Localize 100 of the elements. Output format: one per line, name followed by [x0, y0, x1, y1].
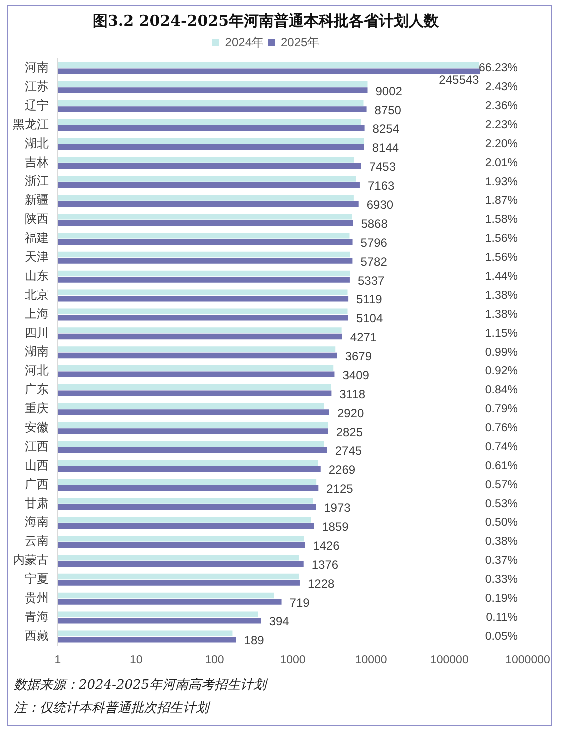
y-tick-label: 云南 [25, 534, 49, 548]
x-tick-label: 10000 [355, 654, 388, 666]
data-label: 2269 [328, 463, 356, 478]
annotation: 0.84% [485, 384, 518, 397]
y-tick-label: 江西 [25, 439, 49, 454]
y-tick-label: 重庆 [25, 402, 49, 416]
y-tick-label: 宁夏 [25, 572, 49, 586]
y-tick-label: 河南 [25, 60, 49, 75]
y-tick-label: 四川 [25, 326, 49, 340]
annotation: 1.44% [485, 271, 518, 284]
data-label: 3409 [342, 368, 370, 382]
annotation: 0.92% [485, 366, 518, 378]
data-label: 1376 [312, 558, 339, 572]
annotation: 0.79% [485, 404, 518, 416]
annotation: 0.50% [485, 517, 518, 530]
data-label: 8750 [374, 103, 402, 118]
annotation: 2.20% [485, 138, 518, 150]
annotation: 0.61% [485, 460, 518, 472]
annotation: 1.87% [485, 195, 518, 208]
source-note: 数据来源：2024-2025年河南高考招生计划 [14, 678, 267, 694]
annotation: 0.99% [485, 346, 518, 359]
annotation: 0.37% [485, 555, 518, 568]
data-label: 5868 [361, 216, 388, 231]
annotation: 0.57% [485, 479, 518, 492]
data-label: 719 [290, 596, 310, 610]
y-tick-label: 广西 [25, 477, 49, 492]
chart-title: 图3.2 2024-2025年河南普通本科批各省计划人数 [92, 12, 440, 30]
y-tick-label: 天津 [25, 250, 49, 264]
data-label: 3679 [345, 350, 372, 364]
y-tick-label: 江苏 [25, 80, 49, 94]
y-tick-label: 内蒙古 [13, 553, 49, 568]
annotation: 0.11% [486, 612, 518, 624]
annotation: 1.38% [485, 308, 518, 321]
annotation: 0.76% [485, 422, 518, 435]
annotation: 0.33% [485, 574, 518, 586]
annotation: 1.38% [485, 290, 518, 302]
y-tick-label: 新疆 [25, 193, 49, 208]
y-tick-label: 陕西 [25, 212, 49, 226]
data-label: 5104 [356, 312, 384, 326]
y-tick-label: 海南 [25, 515, 49, 530]
data-label: 1859 [322, 520, 350, 534]
y-tick-label: 湖北 [25, 136, 49, 150]
data-label: 2825 [336, 425, 364, 440]
data-label: 6930 [366, 198, 394, 212]
y-tick-label: 上海 [25, 306, 49, 321]
x-tick-label: 100000 [430, 654, 469, 666]
data-label: 245543 [439, 72, 480, 87]
annotation: 66.23% [478, 62, 518, 75]
annotation: 1.93% [485, 176, 518, 188]
annotation: 1.56% [485, 233, 518, 246]
data-label: 2745 [335, 444, 362, 458]
annotation: 2.36% [485, 100, 518, 113]
y-tick-label: 吉林 [25, 155, 49, 170]
data-label: 5782 [360, 254, 388, 269]
y-tick-label: 浙江 [25, 174, 49, 188]
annotation: 2.01% [485, 157, 518, 170]
data-label: 5119 [356, 292, 383, 307]
data-label: 1228 [308, 576, 336, 591]
y-tick-label: 河北 [25, 364, 49, 378]
y-tick-label: 山东 [25, 268, 49, 283]
text: 注：仅统计本科普通批次招生计划 [14, 701, 209, 717]
annotation: 0.38% [485, 536, 518, 548]
x-tick-label: 100 [205, 654, 224, 666]
x-tick-label: 1000000 [506, 654, 550, 666]
data-label: 2125 [326, 482, 354, 496]
y-tick-label: 贵州 [25, 590, 49, 605]
data-label: 3118 [340, 387, 366, 402]
y-tick-label: 山西 [25, 458, 49, 472]
annotation: 2.43% [485, 82, 518, 94]
data-label: 394 [269, 614, 290, 629]
y-tick-label: 辽宁 [25, 98, 49, 112]
data-label: 5337 [358, 274, 385, 288]
legend-label: 2025年 [281, 35, 320, 50]
y-tick-label: 青海 [25, 610, 49, 624]
data-label: 7163 [368, 179, 396, 194]
data-label: 189 [244, 634, 265, 648]
data-label: 1426 [313, 538, 340, 553]
x-tick-label: 10 [130, 654, 143, 666]
y-tick-label: 广东 [25, 382, 49, 397]
y-tick-label: 安徽 [25, 420, 49, 434]
y-tick-label: 甘肃 [25, 496, 49, 510]
y-tick-label: 北京 [25, 288, 49, 302]
data-label: 1973 [324, 501, 352, 516]
annotation: 1.56% [485, 252, 518, 264]
x-tick-label: 1000 [280, 654, 306, 666]
annotation: 2.23% [485, 119, 518, 132]
legend-label: 2024年 [225, 35, 264, 50]
data-label: 8254 [372, 122, 400, 136]
annotation: 1.58% [485, 214, 518, 226]
data-label: 5796 [360, 236, 388, 250]
data-label: 2920 [337, 406, 364, 420]
data-label: 7453 [369, 160, 396, 174]
data-label: 4271 [350, 330, 378, 345]
x-tick-label: 1 [54, 654, 62, 666]
data-label: 9002 [376, 84, 403, 98]
annotation: 1.15% [485, 328, 518, 340]
annotation: 0.05% [485, 630, 518, 643]
y-tick-label: 福建 [25, 231, 49, 246]
annotation: 0.74% [485, 441, 518, 454]
annotation: 0.53% [485, 498, 518, 510]
